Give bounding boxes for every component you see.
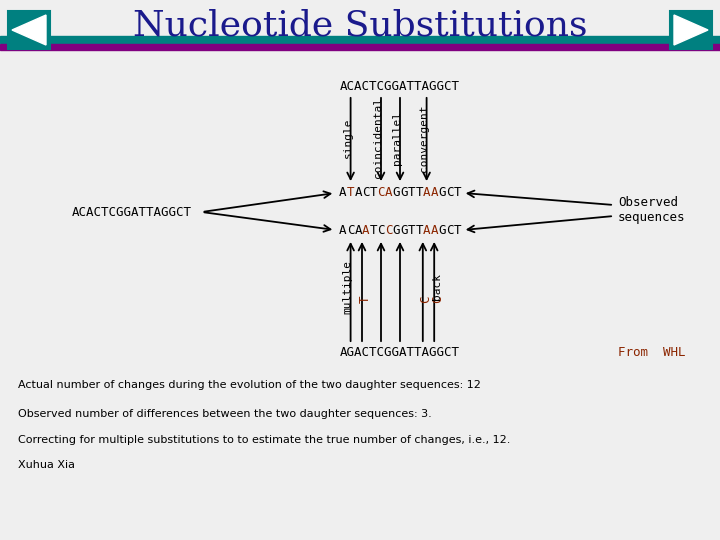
Polygon shape xyxy=(12,15,46,45)
Text: T: T xyxy=(454,224,461,237)
Text: A: A xyxy=(423,224,431,237)
Text: A: A xyxy=(354,186,362,199)
Text: A: A xyxy=(362,224,369,237)
Text: A: A xyxy=(431,224,438,237)
Text: AGACTCGGATTAGGCT: AGACTCGGATTAGGCT xyxy=(340,347,460,360)
Text: C: C xyxy=(419,296,432,303)
Text: G: G xyxy=(392,186,400,199)
Text: A: A xyxy=(423,186,431,199)
Text: sequences: sequences xyxy=(618,212,685,225)
Text: single: single xyxy=(343,118,353,158)
Text: Correcting for multiple substitutions to to estimate the true number of changes,: Correcting for multiple substitutions to… xyxy=(18,435,510,445)
Text: C: C xyxy=(362,186,369,199)
Text: A: A xyxy=(339,224,347,237)
Text: coincidental: coincidental xyxy=(373,98,383,179)
Text: Observed number of differences between the two daughter sequences: 3.: Observed number of differences between t… xyxy=(18,409,432,419)
Text: C: C xyxy=(446,186,453,199)
Bar xyxy=(0,44,720,50)
Text: parallel: parallel xyxy=(392,111,402,165)
Text: T: T xyxy=(415,224,423,237)
Text: Actual number of changes during the evolution of the two daughter sequences: 12: Actual number of changes during the evol… xyxy=(18,380,481,390)
Bar xyxy=(0,36,720,43)
Text: Xuhua Xia: Xuhua Xia xyxy=(18,460,75,470)
Bar xyxy=(670,11,712,49)
Text: T: T xyxy=(408,224,415,237)
Text: T: T xyxy=(415,186,423,199)
Text: back: back xyxy=(432,273,442,300)
Text: Observed: Observed xyxy=(618,197,678,210)
Text: ACACTCGGATTAGGCT: ACACTCGGATTAGGCT xyxy=(340,80,460,93)
Text: T: T xyxy=(359,296,372,303)
Text: T: T xyxy=(369,224,377,237)
Text: T: T xyxy=(408,186,415,199)
Text: From  WHL: From WHL xyxy=(618,347,685,360)
Text: G: G xyxy=(392,224,400,237)
Text: T: T xyxy=(454,186,461,199)
Text: G: G xyxy=(438,186,446,199)
Text: A: A xyxy=(339,186,347,199)
Text: multiple: multiple xyxy=(343,260,353,314)
Polygon shape xyxy=(674,15,708,45)
Text: convergent: convergent xyxy=(418,104,428,172)
Text: A: A xyxy=(354,224,362,237)
Text: G: G xyxy=(400,224,408,237)
Text: A: A xyxy=(385,186,392,199)
Bar xyxy=(8,11,50,49)
Text: C: C xyxy=(385,224,392,237)
Text: A: A xyxy=(431,186,438,199)
Text: G: G xyxy=(400,186,408,199)
Text: G: G xyxy=(438,224,446,237)
Text: T: T xyxy=(347,186,354,199)
Text: Nucleotide Substitutions: Nucleotide Substitutions xyxy=(132,9,588,43)
Text: C: C xyxy=(446,224,453,237)
Text: C: C xyxy=(377,186,384,199)
Text: T: T xyxy=(369,186,377,199)
Text: C: C xyxy=(431,296,444,303)
Text: ACACTCGGATTAGGCT: ACACTCGGATTAGGCT xyxy=(72,206,192,219)
Text: C: C xyxy=(377,224,384,237)
Text: C: C xyxy=(347,224,354,237)
